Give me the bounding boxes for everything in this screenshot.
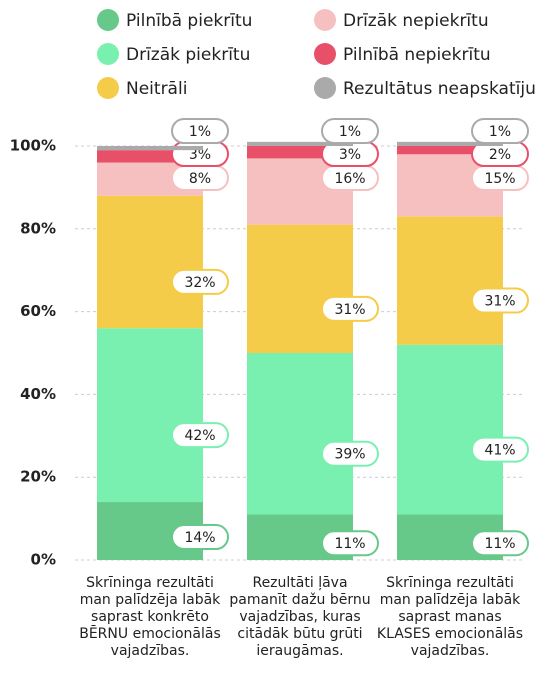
data-label: 39% (334, 447, 365, 463)
y-tick-label: 0% (31, 551, 56, 569)
data-label-pill (321, 295, 379, 322)
legend-swatch (314, 9, 336, 31)
legend-swatch (314, 77, 336, 99)
data-label-pill (471, 530, 529, 557)
data-label-pill (471, 287, 529, 314)
legend-swatch (97, 9, 119, 31)
data-label-pill (321, 118, 379, 144)
legend-label: Drīzāk nepiekrītu (343, 11, 489, 31)
data-label-pill (171, 118, 229, 144)
data-label: 2% (489, 147, 511, 163)
data-label: 31% (334, 302, 365, 318)
bar-segment (397, 344, 503, 515)
legend-label: Pilnībā nepiekrītu (343, 45, 491, 65)
data-label-pill (321, 530, 379, 557)
data-label: 16% (334, 171, 365, 187)
bar-segment (397, 141, 503, 146)
data-label: 1% (189, 124, 211, 140)
data-label-pill (321, 440, 379, 467)
legend-swatch (97, 43, 119, 65)
bar-segment (97, 146, 203, 151)
data-label: 15% (484, 171, 515, 187)
bar-segment (247, 141, 353, 146)
legend-label: Pilnībā piekrītu (126, 11, 252, 31)
y-tick-label: 100% (10, 137, 56, 155)
data-label-pill (171, 524, 229, 551)
data-label: 41% (484, 443, 515, 459)
bar-segment (397, 146, 503, 155)
x-tick-label: Skrīninga rezultāti man palīdzēja labāk … (79, 575, 221, 659)
data-label: 32% (184, 275, 215, 291)
y-tick-label: 60% (20, 302, 56, 320)
x-tick-label: Rezultāti ļāva pamanīt dažu bērnu vajadz… (229, 575, 371, 659)
x-tick-label: Skrīninga rezultāti man palīdzēja labāk … (376, 575, 524, 659)
data-label: 31% (484, 294, 515, 310)
legend-swatch (97, 77, 119, 99)
data-label: 8% (189, 171, 211, 187)
data-label-pill (471, 118, 529, 144)
bar-segment (397, 216, 503, 345)
data-label-pill (471, 436, 529, 463)
legend-label: Rezultātus neapskatīju (343, 79, 536, 99)
bar-segment (247, 224, 353, 353)
y-tick-label: 20% (20, 468, 56, 486)
bar-segment (97, 195, 203, 329)
legend-label: Neitrāli (126, 79, 187, 99)
legend-label: Drīzāk piekrītu (126, 45, 250, 65)
data-label: 11% (484, 536, 515, 552)
bar-segment (247, 353, 353, 515)
data-label: 1% (339, 124, 361, 140)
data-label: 42% (184, 428, 215, 444)
data-label: 3% (189, 147, 211, 163)
data-label: 1% (489, 124, 511, 140)
data-label: 14% (184, 530, 215, 546)
data-label-pill (171, 422, 229, 449)
data-label: 11% (334, 536, 365, 552)
bar-segment (97, 328, 203, 503)
y-tick-label: 80% (20, 219, 56, 237)
data-label: 3% (339, 147, 361, 163)
data-label-pill (171, 268, 229, 295)
legend-swatch (314, 43, 336, 65)
y-tick-label: 40% (20, 385, 56, 403)
